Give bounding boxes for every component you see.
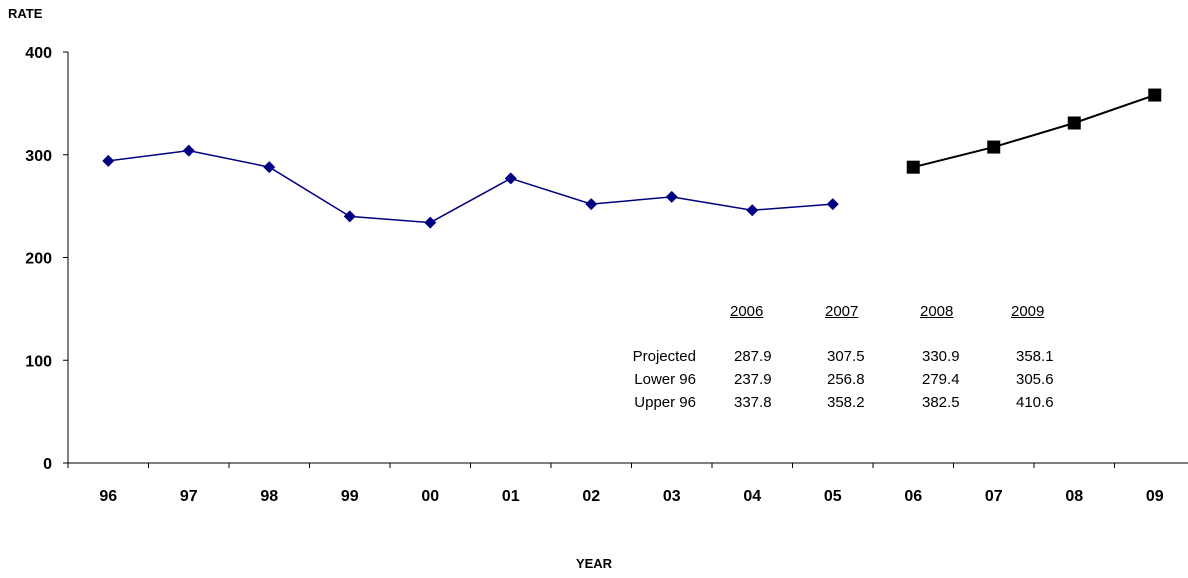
x-tick-label: 00 bbox=[421, 488, 439, 505]
data-point bbox=[585, 198, 598, 211]
table-cell: 330.9 bbox=[922, 348, 960, 365]
table-header-2006: 2006 bbox=[730, 303, 764, 320]
x-tick-label: 06 bbox=[904, 488, 922, 505]
x-tick-label: 03 bbox=[663, 488, 681, 505]
x-tick-label: 09 bbox=[1146, 488, 1164, 505]
data-point bbox=[906, 160, 920, 174]
table-row-label-projected: Projected bbox=[632, 348, 696, 365]
data-point bbox=[504, 172, 517, 185]
table-cell: 237.9 bbox=[734, 371, 772, 388]
table-cell: 279.4 bbox=[922, 371, 960, 388]
table-cell: 305.6 bbox=[1016, 371, 1054, 388]
data-point bbox=[102, 154, 115, 167]
series-line-2 bbox=[913, 94, 1156, 169]
data-point bbox=[1148, 88, 1162, 102]
y-tick-label: 0 bbox=[43, 456, 52, 473]
x-tick-label: 98 bbox=[260, 488, 278, 505]
x-tick-label: 04 bbox=[743, 488, 761, 505]
table-header-2007: 2007 bbox=[825, 303, 859, 320]
x-tick-label: 07 bbox=[985, 488, 1003, 505]
table-cell: 337.8 bbox=[734, 394, 772, 411]
data-point bbox=[987, 140, 1001, 154]
y-tick-label: 400 bbox=[25, 45, 52, 62]
data-point bbox=[263, 161, 276, 174]
table-cell: 256.8 bbox=[827, 371, 865, 388]
x-tick-label: 02 bbox=[582, 488, 600, 505]
data-point bbox=[424, 216, 437, 229]
projection-table: 2006 2007 2008 2009 Projected 287.9 307.… bbox=[600, 303, 1100, 413]
y-axis-title: RATE bbox=[8, 6, 43, 21]
table-row-label-lower: Lower 96 bbox=[634, 371, 696, 388]
data-point bbox=[343, 210, 356, 223]
x-tick-label: 08 bbox=[1065, 488, 1083, 505]
x-tick-label: 99 bbox=[341, 488, 359, 505]
data-point bbox=[826, 198, 839, 211]
x-axis-title: YEAR bbox=[575, 556, 613, 571]
series-line-1 bbox=[108, 149, 833, 224]
y-tick-label: 100 bbox=[25, 353, 52, 370]
table-cell: 382.5 bbox=[922, 394, 960, 411]
data-point bbox=[182, 144, 195, 157]
data-point bbox=[746, 204, 759, 217]
table-header-2008: 2008 bbox=[920, 303, 954, 320]
table-cell: 410.6 bbox=[1016, 394, 1054, 411]
y-tick-label: 300 bbox=[25, 148, 52, 165]
table-header-2009: 2009 bbox=[1011, 303, 1045, 320]
data-point bbox=[665, 190, 678, 203]
y-tick-label: 200 bbox=[25, 251, 52, 268]
data-point bbox=[1067, 116, 1081, 130]
x-tick-label: 97 bbox=[180, 488, 198, 505]
table-cell: 307.5 bbox=[827, 348, 865, 365]
x-tick-label: 96 bbox=[99, 488, 117, 505]
table-cell: 358.2 bbox=[827, 394, 865, 411]
table-cell: 287.9 bbox=[734, 348, 772, 365]
x-tick-label: 05 bbox=[824, 488, 842, 505]
x-tick-label: 01 bbox=[502, 488, 520, 505]
table-row-label-upper: Upper 96 bbox=[634, 394, 696, 411]
table-cell: 358.1 bbox=[1016, 348, 1054, 365]
